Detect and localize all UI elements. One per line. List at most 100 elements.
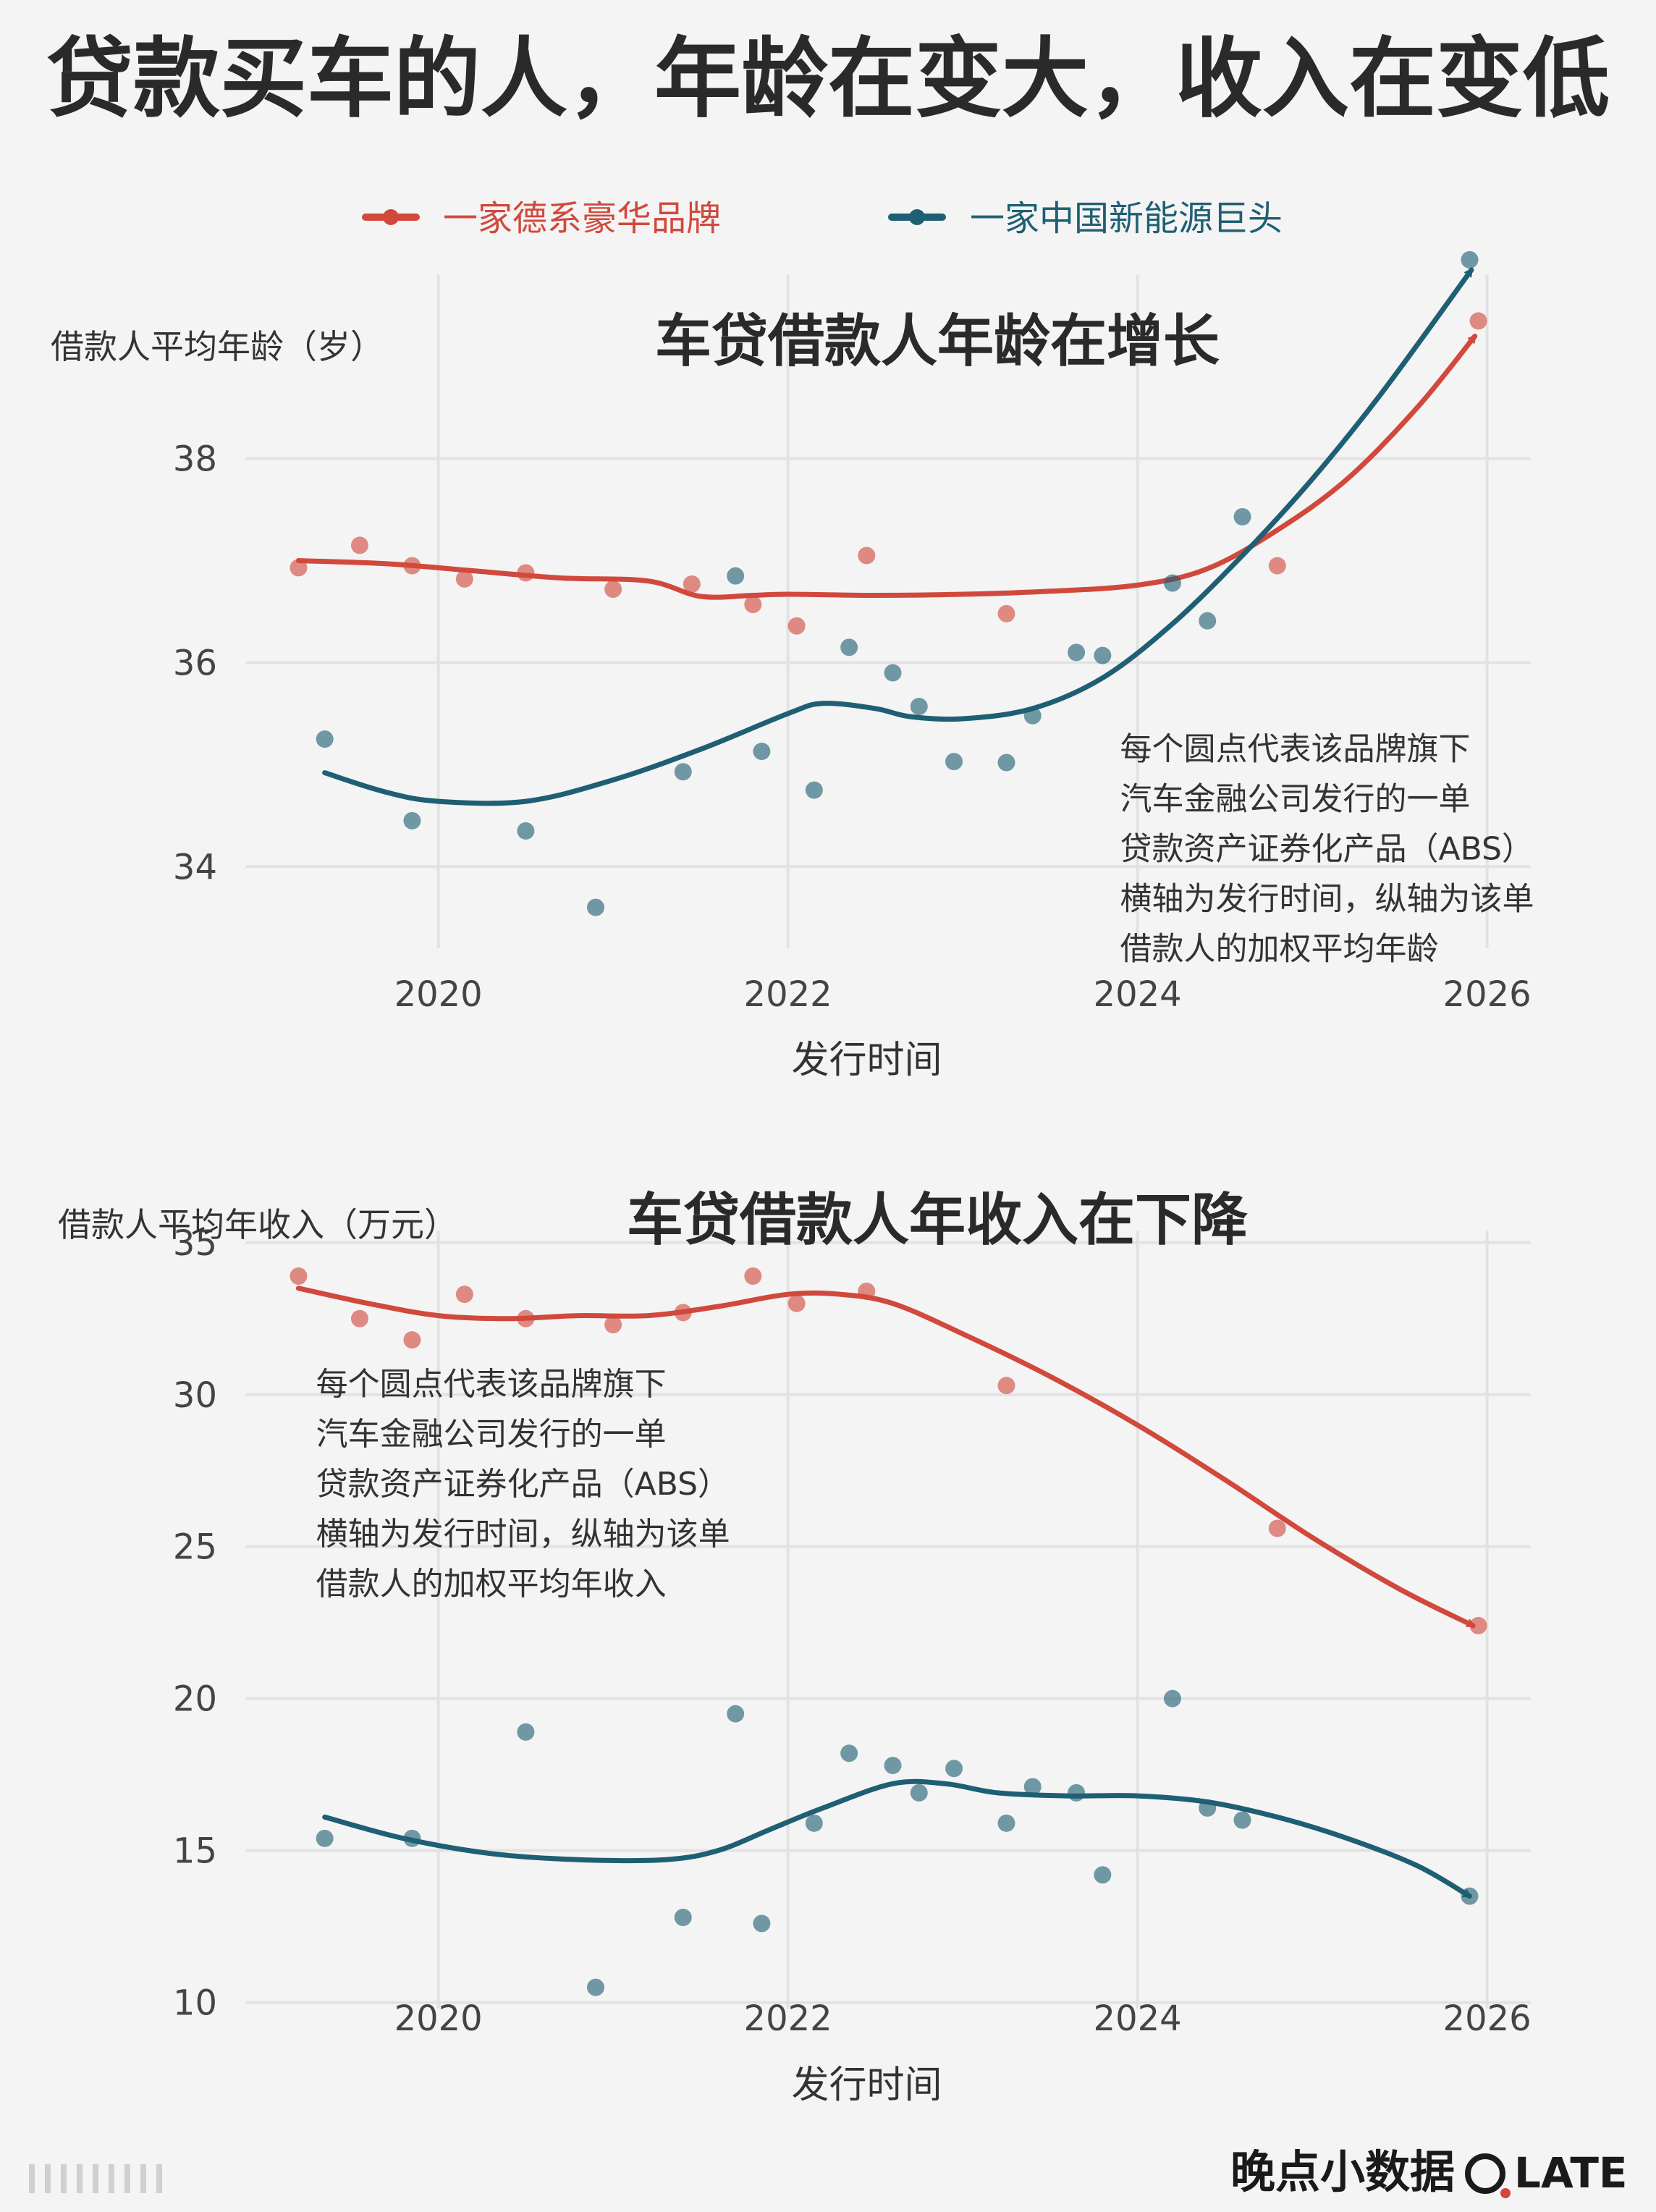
y-tick-label: 10 (173, 1983, 217, 2024)
data-point (910, 1783, 928, 1802)
y-tick-label: 36 (173, 643, 217, 683)
data-point (1199, 612, 1217, 630)
data-point (586, 1978, 604, 1996)
data-point (403, 811, 421, 830)
data-point (1268, 1519, 1286, 1537)
data-point (683, 575, 701, 593)
data-point (1023, 1778, 1042, 1796)
annotation-line: 借款人的加权平均年收入 (316, 1566, 667, 1603)
series-red (290, 1267, 1487, 1634)
chart-title: 车贷借款人年收入在下降 (627, 1187, 1248, 1253)
trend-line (322, 1778, 1472, 1899)
data-point (805, 1814, 823, 1832)
series-teal (316, 250, 1479, 916)
x-tick-label: 2020 (394, 974, 483, 1015)
data-point (517, 822, 535, 840)
data-point (997, 753, 1015, 772)
footer: 晚点小数据 LATE (29, 2145, 1628, 2198)
data-point (316, 730, 334, 748)
series-red (290, 312, 1487, 635)
data-point (840, 638, 858, 657)
y-axis-label: 借款人平均年收入（万元） (58, 1205, 457, 1244)
age-chart: 34 36 38 2020 2022 2024 2026 借款人平均年龄（岁） 发行时间 车贷借款… (51, 250, 1534, 1082)
y-tick-label: 38 (173, 439, 217, 480)
data-point (744, 1267, 762, 1285)
data-point (787, 617, 806, 635)
trend-line (295, 1286, 1476, 1629)
x-axis-label: 发行时间 (791, 2064, 942, 2107)
data-point (290, 1267, 308, 1285)
data-point (604, 1316, 622, 1334)
trend-line (295, 334, 1478, 600)
trend-line (322, 267, 1474, 806)
data-point (1068, 1783, 1086, 1802)
y-tick-label: 20 (173, 1679, 217, 1720)
legend-item-red: 一家德系豪华品牌 (362, 198, 721, 239)
data-point (674, 763, 692, 781)
legend-item-teal: 一家中国新能源巨头 (888, 198, 1283, 239)
data-point (604, 581, 622, 598)
x-tick-label: 2026 (1443, 974, 1532, 1015)
data-point (316, 1829, 334, 1847)
chart-title: 车贷借款人年龄在增长 (655, 308, 1220, 374)
data-point (1469, 312, 1487, 330)
data-point (910, 698, 928, 716)
data-point (884, 664, 902, 682)
data-point (586, 898, 604, 916)
data-point (997, 1814, 1015, 1832)
x-tick-label: 2024 (1094, 1998, 1182, 2039)
legend-label-red: 一家德系豪华品牌 (443, 198, 721, 239)
y-tick-label: 30 (173, 1375, 217, 1416)
data-point (350, 1309, 368, 1327)
handle-icon (29, 2164, 162, 2193)
late-post-logo-icon (1465, 2153, 1511, 2198)
data-point (403, 1331, 421, 1349)
data-point (1068, 643, 1086, 662)
data-point (1461, 250, 1479, 269)
data-point (727, 567, 745, 585)
series-teal (316, 1689, 1479, 1996)
y-tick-label: 34 (173, 847, 217, 887)
legend: 一家德系豪华品牌 一家中国新能源巨头 (362, 198, 1283, 239)
data-point (787, 1294, 806, 1312)
data-point (945, 753, 963, 771)
x-tick-label: 2026 (1443, 1998, 1532, 2039)
annotation-line: 每个圆点代表该品牌旗下 (1120, 730, 1470, 767)
data-point (350, 536, 368, 554)
legend-label-teal: 一家中国新能源巨头 (970, 198, 1283, 239)
data-point (997, 604, 1015, 622)
y-tick-label: 25 (173, 1527, 217, 1568)
data-point (744, 596, 762, 614)
data-point (858, 546, 876, 565)
data-point (1163, 1689, 1181, 1707)
data-point (805, 781, 823, 799)
annotation-line: 汽车金融公司发行的一单 (1120, 780, 1470, 817)
data-point (1233, 507, 1251, 525)
gridlines (246, 275, 1531, 948)
data-point (455, 570, 473, 588)
x-axis-label: 发行时间 (791, 1039, 942, 1082)
data-point (1233, 1811, 1251, 1829)
x-tick-label: 2022 (744, 974, 832, 1015)
data-point (674, 1909, 692, 1927)
x-tick-label: 2024 (1094, 974, 1182, 1015)
annotation-line: 贷款资产证券化产品（ABS） (1120, 830, 1533, 867)
income-chart: 10 15 20 25 30 35 2020 2022 2024 2026 借款人平均年收入（万元）… (58, 1187, 1532, 2107)
footer-logo: 晚点小数据 (1230, 2145, 1455, 2198)
data-point (727, 1705, 745, 1723)
y-tick-label: 35 (173, 1223, 217, 1264)
x-tick-label: 2022 (744, 1998, 832, 2039)
data-point (1094, 1866, 1112, 1884)
data-point (290, 559, 308, 577)
annotation-line: 横轴为发行时间，纵轴为该单 (1120, 880, 1534, 917)
annotation-line: 汽车金融公司发行的一单 (316, 1416, 667, 1453)
annotation-line: 贷款资产证券化产品（ABS） (316, 1466, 730, 1503)
data-point (517, 1723, 535, 1741)
data-point (455, 1286, 473, 1304)
data-point (1268, 557, 1286, 575)
data-point (1163, 574, 1181, 592)
